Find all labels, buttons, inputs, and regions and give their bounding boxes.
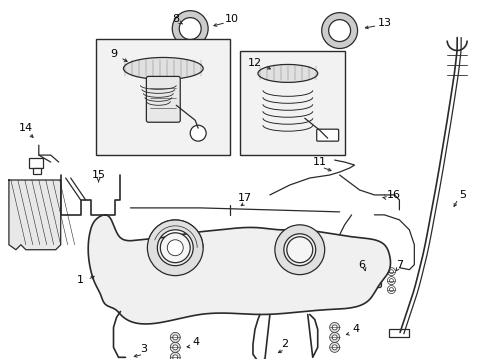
FancyBboxPatch shape <box>146 76 180 122</box>
Text: 10: 10 <box>224 14 239 24</box>
Text: 12: 12 <box>247 58 262 68</box>
Text: 6: 6 <box>357 260 365 270</box>
Bar <box>33 168 41 174</box>
Text: 17: 17 <box>238 193 251 203</box>
Text: 13: 13 <box>377 18 391 28</box>
Bar <box>29 158 42 168</box>
Text: 7: 7 <box>395 260 402 270</box>
Text: 8: 8 <box>172 14 180 24</box>
Text: 11: 11 <box>312 157 326 167</box>
Circle shape <box>167 240 183 256</box>
Text: 1: 1 <box>77 275 84 285</box>
Text: 14: 14 <box>19 123 33 133</box>
Text: 15: 15 <box>91 170 105 180</box>
Text: 4: 4 <box>352 324 359 334</box>
Text: 3: 3 <box>140 345 146 354</box>
Polygon shape <box>9 180 61 250</box>
Bar <box>95 39 229 155</box>
Text: 2: 2 <box>281 339 288 349</box>
Text: 5: 5 <box>458 190 465 200</box>
Text: 9: 9 <box>110 49 117 59</box>
Ellipse shape <box>258 64 317 82</box>
FancyBboxPatch shape <box>355 270 381 288</box>
Ellipse shape <box>123 58 203 80</box>
FancyBboxPatch shape <box>316 129 338 141</box>
Bar <box>388 329 408 337</box>
Polygon shape <box>88 215 390 324</box>
Text: 4: 4 <box>192 337 199 347</box>
Bar <box>240 50 344 155</box>
Circle shape <box>286 237 312 263</box>
Circle shape <box>190 125 206 141</box>
Circle shape <box>160 233 190 263</box>
Text: 16: 16 <box>386 190 400 200</box>
